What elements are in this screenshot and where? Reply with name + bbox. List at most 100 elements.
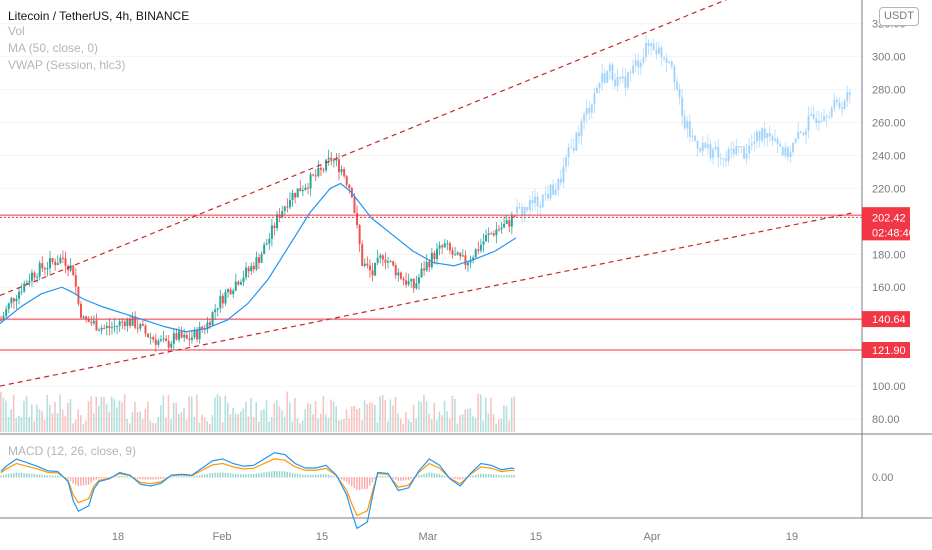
macd-histogram-bar: [353, 477, 356, 489]
candle: [110, 327, 113, 329]
candle: [98, 330, 101, 332]
price-tick-label: 160.00: [872, 282, 906, 294]
macd-histogram-bar: [333, 475, 335, 478]
channel-lines: [0, 0, 852, 387]
indicator-ma[interactable]: MA (50, close, 0): [8, 41, 99, 55]
volume-bar: [273, 403, 276, 432]
candle: [505, 220, 508, 224]
volume-bar: [59, 394, 61, 432]
projection-candle: [541, 194, 544, 208]
price-tag-label: 02:48:40: [872, 227, 915, 239]
candle: [425, 261, 428, 271]
projection-candle: [601, 73, 604, 83]
currency-button[interactable]: USDT: [879, 7, 919, 26]
volume-bar: [219, 396, 221, 432]
volume-bar: [190, 396, 193, 432]
volume-bar: [466, 409, 469, 432]
projection-candle: [737, 146, 740, 148]
projection-candle: [740, 146, 743, 148]
projection-candle: [572, 147, 575, 151]
candle: [131, 316, 134, 326]
macd-histogram-bar: [438, 474, 441, 478]
volume-bar: [461, 414, 464, 432]
macd-histogram-bar: [134, 477, 136, 479]
projection-candle: [686, 121, 689, 129]
candle: [134, 316, 137, 328]
volume-bar: [30, 404, 33, 432]
candle: [237, 281, 240, 285]
projection-candle: [724, 158, 727, 162]
projection-candle: [743, 147, 746, 159]
volume-bar: [74, 419, 77, 432]
projection-candle: [650, 43, 653, 47]
volume-bar: [72, 423, 74, 432]
candle: [410, 278, 413, 282]
volume-bar: [129, 423, 131, 432]
candle: [379, 255, 382, 258]
volume-bar: [510, 397, 513, 432]
volume-bar: [265, 400, 268, 432]
macd-histogram-bar: [505, 474, 508, 478]
candle: [250, 265, 253, 272]
projection-candle: [614, 79, 617, 87]
candle: [487, 233, 490, 236]
macd-histogram-bar: [69, 477, 72, 482]
projection-candle: [846, 92, 849, 101]
projection-candle: [598, 82, 601, 89]
volume-bar: [394, 396, 397, 432]
volume-bar: [54, 401, 56, 432]
macd-histogram-bar: [345, 477, 348, 482]
price-axis: 80.00100.00120.00140.00160.00180.00200.0…: [861, 0, 915, 518]
channel-line: [0, 212, 852, 387]
volume-bar: [118, 400, 121, 432]
macd-histogram-bar: [441, 474, 443, 478]
candle: [325, 159, 328, 171]
candle: [178, 331, 181, 340]
volume-bar: [85, 420, 87, 432]
macd-tick-label: 0.00: [872, 472, 893, 484]
indicator-vwap[interactable]: VWAP (Session, hlc3): [8, 58, 126, 72]
volume-bar: [46, 394, 49, 432]
macd-histogram-bar: [232, 473, 234, 478]
projection-candle: [696, 140, 699, 149]
volume-bar: [448, 418, 451, 432]
candle: [46, 268, 49, 270]
volume-bar: [258, 421, 260, 432]
candle: [294, 192, 297, 198]
macd-histogram-bar: [402, 477, 405, 481]
projection-candle: [645, 42, 647, 58]
candle: [438, 245, 441, 249]
volume-bar: [141, 419, 144, 432]
candle: [322, 169, 325, 171]
macd-histogram-bar: [309, 474, 312, 478]
projection-candle: [595, 88, 598, 94]
volume-bar: [98, 405, 100, 432]
ma-line: [0, 182, 517, 333]
volume-bar: [103, 397, 105, 432]
candle: [472, 257, 475, 261]
candle: [503, 223, 506, 228]
volume-bar: [294, 397, 296, 432]
macd-histogram-bar: [2, 474, 5, 478]
volume-bar: [211, 414, 214, 432]
candle: [72, 265, 75, 276]
volume-bar: [147, 401, 149, 432]
projection-candle: [817, 120, 820, 123]
projection-candle: [830, 107, 833, 117]
indicator-vol[interactable]: Vol: [8, 24, 25, 38]
macd-histogram-bar: [276, 471, 278, 478]
price-tag-label: 140.64: [872, 314, 906, 326]
volume-bar: [500, 418, 503, 432]
macd-histogram-bar: [322, 474, 325, 478]
projection-candle: [758, 131, 761, 141]
volume-bar: [247, 416, 250, 432]
projection-candle: [678, 89, 681, 98]
macd-histogram-bar: [173, 476, 175, 478]
volume-bar: [25, 396, 28, 432]
candle: [283, 206, 286, 212]
macd-histogram-bar: [56, 475, 59, 478]
macd-histogram-bar: [59, 476, 61, 478]
volume-bar: [286, 391, 288, 432]
macd-histogram-bar: [338, 477, 340, 479]
